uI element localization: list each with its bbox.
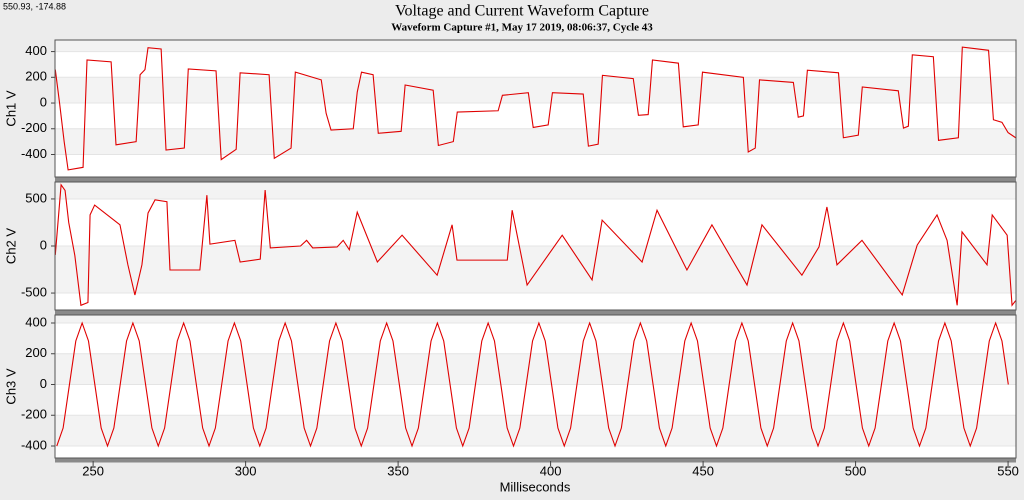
x-tick-label: 350 (387, 463, 409, 478)
plot-area (55, 40, 1016, 177)
y-tick-label: -500 (21, 284, 47, 299)
y-tick-label: -400 (21, 146, 47, 161)
plot-frame (54, 39, 1017, 178)
chart-subtitle: Waveform Capture #1, May 17 2019, 08:06:… (391, 22, 653, 34)
x-tick-label: 450 (692, 463, 714, 478)
cursor-readout: 550.93, -174.88 (3, 1, 66, 11)
x-tick-label: 500 (845, 463, 867, 478)
x-tick-label: 550 (997, 463, 1019, 478)
grid-band (55, 353, 1016, 385)
y-axis-label: Ch3 V (3, 368, 18, 404)
y-axis-label: Ch1 V (3, 90, 18, 126)
y-tick-label: 500 (25, 190, 47, 205)
y-tick-label: 400 (25, 43, 47, 58)
y-tick-label: 200 (25, 345, 47, 360)
plot-frame (54, 314, 1017, 459)
series (55, 183, 1016, 307)
grid-band (55, 246, 1016, 294)
y-axis-label: Ch2 V (3, 228, 18, 264)
grid-band (55, 128, 1016, 155)
chart-title: Voltage and Current Waveform Capture (395, 3, 649, 20)
x-tick-label: 250 (82, 463, 104, 478)
x-tick-label: 400 (540, 463, 562, 478)
y-tick-label: -400 (21, 437, 47, 452)
grid-band (55, 182, 1016, 199)
series (55, 46, 1016, 171)
plot-frame (54, 181, 1017, 311)
x-axis-label: Milliseconds (500, 479, 571, 494)
grid-band (55, 415, 1016, 447)
grid-band (55, 77, 1016, 104)
y-tick-label: 0 (40, 94, 47, 109)
waveform-line (56, 321, 1009, 448)
y-tick-label: 400 (25, 314, 47, 329)
y-tick-label: -200 (21, 120, 47, 135)
y-tick-label: -200 (21, 407, 47, 422)
waveform-line (55, 46, 1016, 171)
grid-band (55, 40, 1016, 52)
series (56, 321, 1009, 448)
y-tick-label: 0 (40, 376, 47, 391)
y-tick-label: 200 (25, 69, 47, 84)
y-tick-label: 0 (40, 237, 47, 252)
x-tick-label: 300 (235, 463, 257, 478)
grid-band (55, 315, 1016, 323)
waveform-line (55, 183, 1016, 307)
